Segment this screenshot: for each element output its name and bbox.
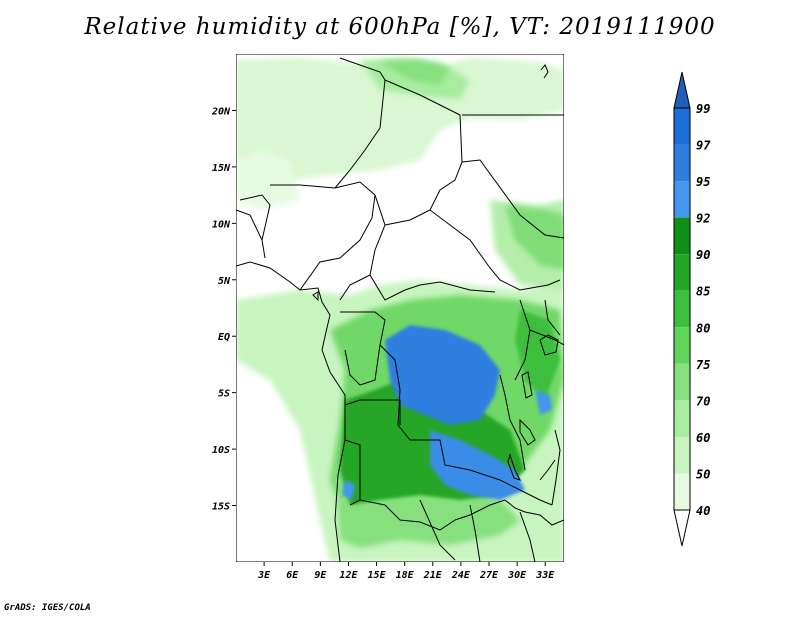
colorbar-label: 95 [696,175,710,189]
lon-label: 24E [451,570,471,581]
lon-label: 12E [339,570,358,581]
colorbar-segment [674,290,690,328]
colorbar-segment [674,327,690,364]
colorbar-label: 99 [696,102,710,116]
lat-label: 5N [218,276,231,287]
colorbar-segment [674,473,690,510]
colorbar: 99 97 95 92 90 85 80 75 70 60 50 40 [673,71,711,547]
colorbar-label: 90 [696,248,710,262]
lat-label: 10S [212,445,230,456]
lon-label: 3E [257,570,271,581]
lon-label: 18E [396,570,415,581]
colorbar-segment [674,217,690,255]
colorbar-segment [674,436,690,474]
colorbar-segment [674,108,690,145]
colorbar-label: 85 [696,285,710,299]
colorbar-segment [674,400,690,437]
lon-label: 15E [368,570,387,581]
lon-label: 9E [314,570,327,581]
latitude-axis-labels: 20N 15N 10N 5N EQ 5S 10S 15S [211,106,236,513]
country-borders [236,57,564,562]
lat-label: 10N [212,219,231,230]
colorbar-label: 92 [696,212,710,226]
colorbar-label: 70 [696,394,710,408]
lon-label: 30E [507,570,527,581]
lat-label: 15N [212,163,231,174]
lake-outlines [312,291,559,481]
colorbar-segment [674,254,690,291]
colorbar-segment [674,363,690,401]
lon-label: 33E [535,570,555,581]
grads-credit: GrADS: IGES/COLA [4,603,91,613]
colorbar-label: 40 [696,504,710,518]
longitude-axis-labels: 3E 6E 9E 12E 15E 18E 21E 24E 27E 30E 33E [257,562,555,581]
humidity-map [236,54,564,562]
lat-label: 20N [211,106,231,117]
lat-label: 15S [212,502,230,513]
colorbar-label: 97 [696,139,711,153]
colorbar-segment [674,181,690,218]
colorbar-label: 80 [696,321,710,335]
lon-label: 6E [286,570,299,581]
humidity-shading-blue [342,325,552,500]
colorbar-label: 50 [696,467,710,481]
lat-label: 5S [218,389,230,400]
map-title: Relative humidity at 600hPa [%], VT: 201… [84,14,716,40]
colorbar-bottom-arrow [673,509,691,547]
colorbar-label: 60 [696,431,710,445]
colorbar-top-arrow [673,71,691,109]
lat-label: EQ [218,332,230,343]
colorbar-segment [674,144,690,182]
colorbar-label: 75 [696,358,710,372]
lon-label: 21E [423,570,443,581]
lon-label: 27E [479,570,499,581]
